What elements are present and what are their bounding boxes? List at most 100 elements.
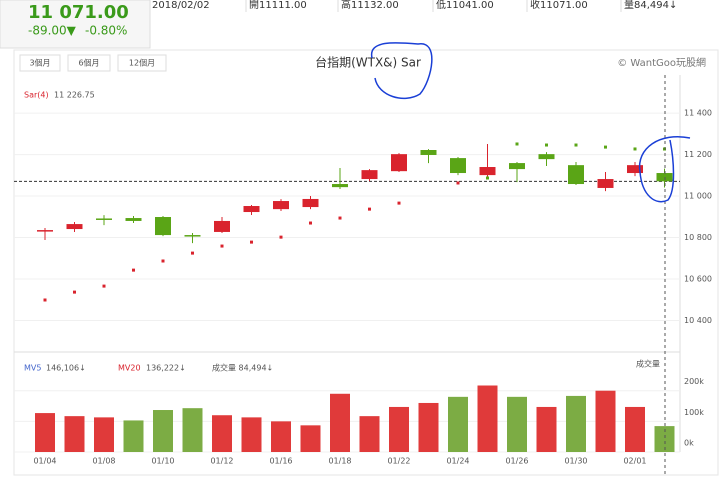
sar-dot [309,221,312,225]
price: 11 071.00 [28,2,129,23]
x-tick-label: 01/22 [387,457,410,466]
annotation-circle [638,136,691,203]
mv20-value: 136,222↓ [146,364,186,373]
candle-body [568,165,584,185]
volume-bar [182,408,203,452]
volume-bar [64,416,85,452]
date: 2018/02/02 [152,0,210,11]
range-button-label[interactable]: 12個月 [129,58,155,68]
close: 收11071.00 [530,0,588,11]
chart-title: 台指期(WTX&) Sar [315,55,421,70]
range-button[interactable] [67,54,111,72]
y-tick-label: 10 800 [684,233,712,242]
volume-bar [330,393,350,452]
sar-last: 11 226.75 [54,91,95,100]
volume-bar [359,416,380,452]
sar-dot [43,298,47,302]
volume-tick-label: 200k [684,377,704,386]
volume-tick-label: 100k [684,408,704,417]
mv5-name: MV5 [24,364,41,373]
volume-bar [271,421,291,452]
candle-body [332,184,348,188]
range-button[interactable] [117,54,167,72]
range-button[interactable] [19,54,61,72]
sar-dot [73,290,76,294]
open: 開11111.00 [249,0,307,11]
volume-bar [566,395,586,452]
volume-bar [595,390,616,452]
x-tick-label: 01/04 [33,457,56,466]
x-tick-label: 01/16 [269,457,292,466]
sar-dot [397,201,401,205]
volume-bar [507,396,527,452]
x-tick-label: 01/30 [564,457,587,466]
y-tick-label: 10 600 [684,275,712,284]
volume-bar [241,417,262,452]
price-box [0,0,151,49]
sar-dot [338,216,342,220]
x-tick-label: 01/12 [210,457,233,466]
candle-body [302,198,319,208]
sar-dot [574,143,578,147]
candle-body [184,235,201,237]
change-pct: -0.80% [85,24,127,38]
sar-dot [604,145,607,149]
sar-dot [250,240,253,244]
volume: 量84,494↓ [624,0,677,11]
candle-body [214,220,230,232]
volume-title: 成交量 [636,359,660,369]
mv20-name: MV20 [118,364,141,373]
sar-dot [545,143,548,147]
volume-bar [35,413,55,452]
candle-body [450,158,466,174]
volume-bar [448,396,468,452]
volume-bar [123,420,144,452]
range-button-label[interactable]: 3個月 [29,58,50,68]
y-tick-label: 11 200 [684,150,712,159]
candle-body [243,206,260,213]
sar-dot [220,244,224,248]
candle-body [627,165,643,174]
candle-body [66,224,83,230]
y-tick-label: 11 000 [684,192,712,201]
sar-dot [515,142,519,146]
candle-body [96,218,112,220]
sar-dot [633,147,637,151]
candle-body [420,150,437,155]
candle-body [509,163,525,170]
low: 低11041.00 [436,0,494,11]
brand: © WantGoo玩股網 [617,56,706,69]
sar-dot [456,181,460,185]
x-tick-label: 01/08 [92,457,115,466]
volume-bar [418,402,439,452]
volume-bar [389,406,409,452]
x-tick-label: 01/26 [505,457,528,466]
x-tick-label: 02/01 [623,457,646,466]
candle-body [273,201,289,210]
volume-bar [94,417,114,452]
y-tick-label: 11 400 [684,109,712,118]
high: 高11132.00 [341,0,399,11]
volume-bar [625,406,645,452]
y-tick-label: 10 400 [684,316,712,325]
volume-label: 成交量 84,494↓ [212,363,273,373]
sar-dot [279,235,283,239]
candle-body [538,154,555,160]
sar-dot [191,251,194,255]
candle-body [37,230,53,232]
sar-dot [102,284,106,288]
x-tick-label: 01/18 [328,457,351,466]
change: -89.00▼ [28,24,77,38]
volume-bar [477,385,498,452]
volume-bar [212,415,232,452]
x-tick-label: 01/24 [446,457,469,466]
candle-body [125,218,142,221]
sar-dot [132,268,135,272]
volume-bar [300,425,321,452]
range-button-label[interactable]: 6個月 [78,58,99,68]
candle-body [391,154,407,172]
x-tick-label: 01/10 [151,457,174,466]
sar-dot [368,207,371,211]
annotation-circle [371,41,433,100]
